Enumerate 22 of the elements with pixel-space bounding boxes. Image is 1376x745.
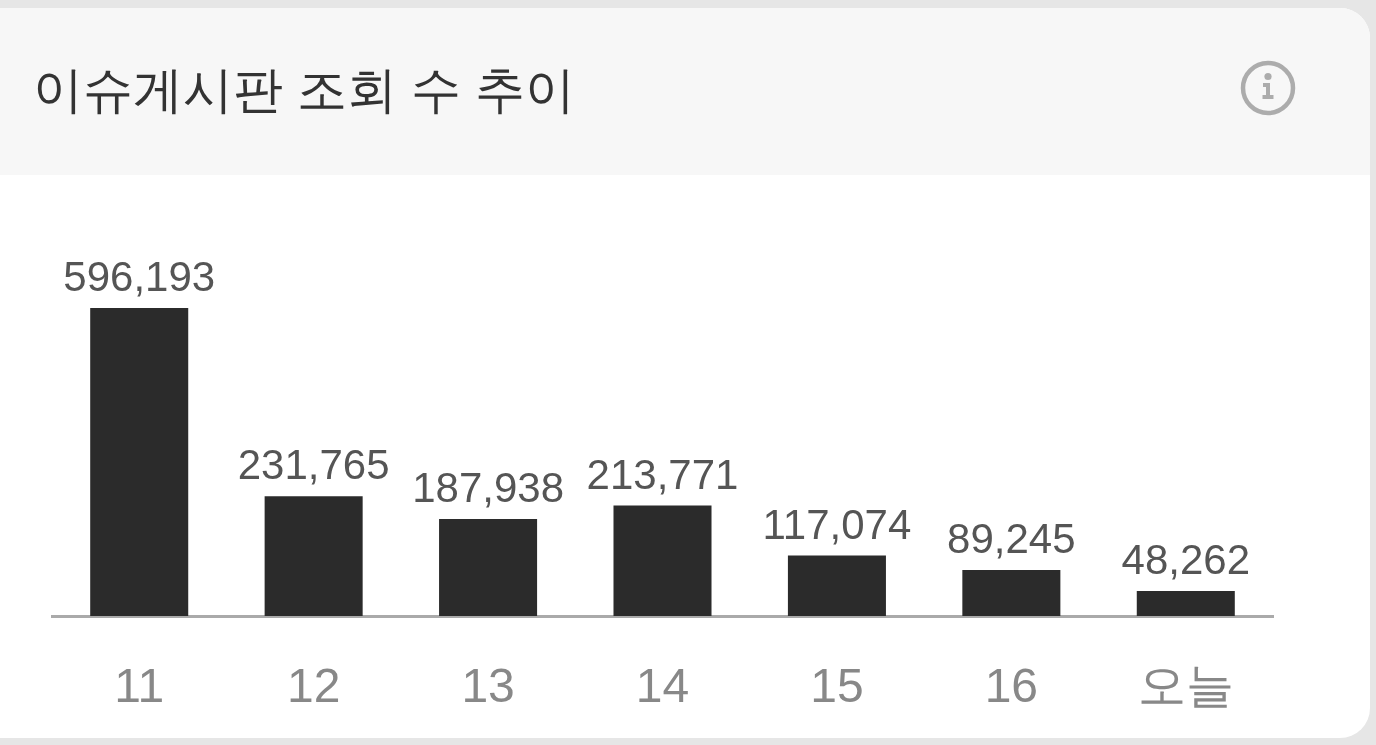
x-tick-label: 13 [461, 659, 515, 713]
x-tick-label: 15 [810, 659, 864, 713]
data-label: 48,262 [1121, 536, 1251, 584]
bar [1136, 591, 1235, 616]
data-label: 117,074 [762, 500, 912, 548]
data-label: 213,771 [586, 450, 739, 498]
data-label: 596,193 [63, 253, 216, 300]
data-label: 231,765 [237, 441, 390, 489]
x-tick-label: 11 [114, 659, 165, 713]
x-tick-label: 14 [635, 659, 690, 713]
bar [962, 569, 1061, 616]
bar [787, 555, 886, 616]
data-label: 187,938 [412, 463, 564, 511]
bar [264, 496, 363, 616]
x-tick-label: 12 [286, 659, 341, 713]
bar [613, 505, 712, 616]
data-label: 89,245 [947, 514, 1076, 562]
bar [90, 308, 189, 616]
x-tick-label: 오늘 [1137, 659, 1234, 713]
bar [439, 518, 538, 616]
x-tick-label: 16 [984, 659, 1039, 713]
chart-title: 이슈게시판 조회 수 추이 [33, 61, 575, 120]
